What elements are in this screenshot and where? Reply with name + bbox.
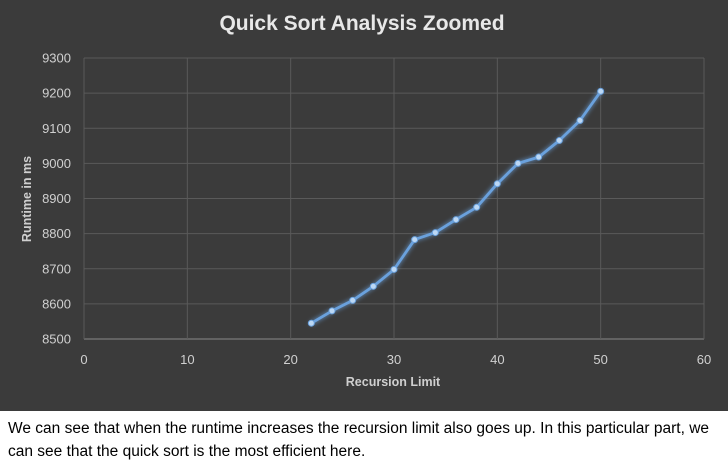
chart-panel: Quick Sort Analysis Zoomed 8500 8600 8700 8…	[0, 0, 728, 411]
y-tick-label: 8700	[42, 261, 71, 276]
data-point	[431, 229, 439, 237]
series-line	[309, 90, 603, 325]
x-axis-label: Recursion Limit	[346, 375, 441, 389]
y-tick-label: 9100	[42, 121, 71, 136]
data-point	[493, 180, 501, 188]
y-tick-label: 9000	[42, 156, 71, 171]
data-point	[390, 265, 398, 273]
y-tick-label: 9300	[42, 51, 71, 66]
data-point	[411, 236, 419, 244]
x-tick-label: 50	[593, 352, 607, 367]
y-tick-label: 9200	[42, 86, 71, 101]
series-layer	[307, 87, 605, 327]
data-point	[307, 319, 315, 327]
data-point	[576, 117, 584, 125]
x-tick-label: 60	[697, 352, 711, 367]
line-chart: Quick Sort Analysis Zoomed 8500860087008…	[20, 12, 711, 389]
y-tick-label: 8600	[42, 296, 71, 311]
y-tick-label: 8800	[42, 226, 71, 241]
data-point	[349, 296, 357, 304]
y-tick-label: 8900	[42, 191, 71, 206]
gridlines	[83, 57, 705, 340]
data-point	[555, 137, 563, 145]
y-axis-ticks: 8500 8600 8700 8800 8900 9000 9100 9200 9300	[42, 51, 71, 347]
x-tick-label: 10	[180, 352, 194, 367]
data-point	[535, 153, 543, 161]
x-tick-label: 40	[490, 352, 504, 367]
data-point	[597, 87, 605, 95]
data-point	[452, 216, 460, 224]
chart-title: Quick Sort Analysis Zoomed	[219, 12, 504, 35]
data-point	[514, 159, 522, 167]
data-point	[328, 307, 336, 315]
y-tick-label: 8500	[42, 332, 71, 347]
x-tick-label: 30	[387, 352, 401, 367]
caption-text: We can see that when the runtime increas…	[8, 420, 710, 460]
x-tick-label: 0	[80, 352, 87, 367]
data-point	[369, 282, 377, 290]
y-axis-label: Runtime in ms	[20, 156, 34, 242]
x-tick-label: 20	[283, 352, 297, 367]
data-point	[473, 203, 481, 211]
x-axis-ticks: 0 10 20 30 40 50 60	[80, 352, 711, 367]
